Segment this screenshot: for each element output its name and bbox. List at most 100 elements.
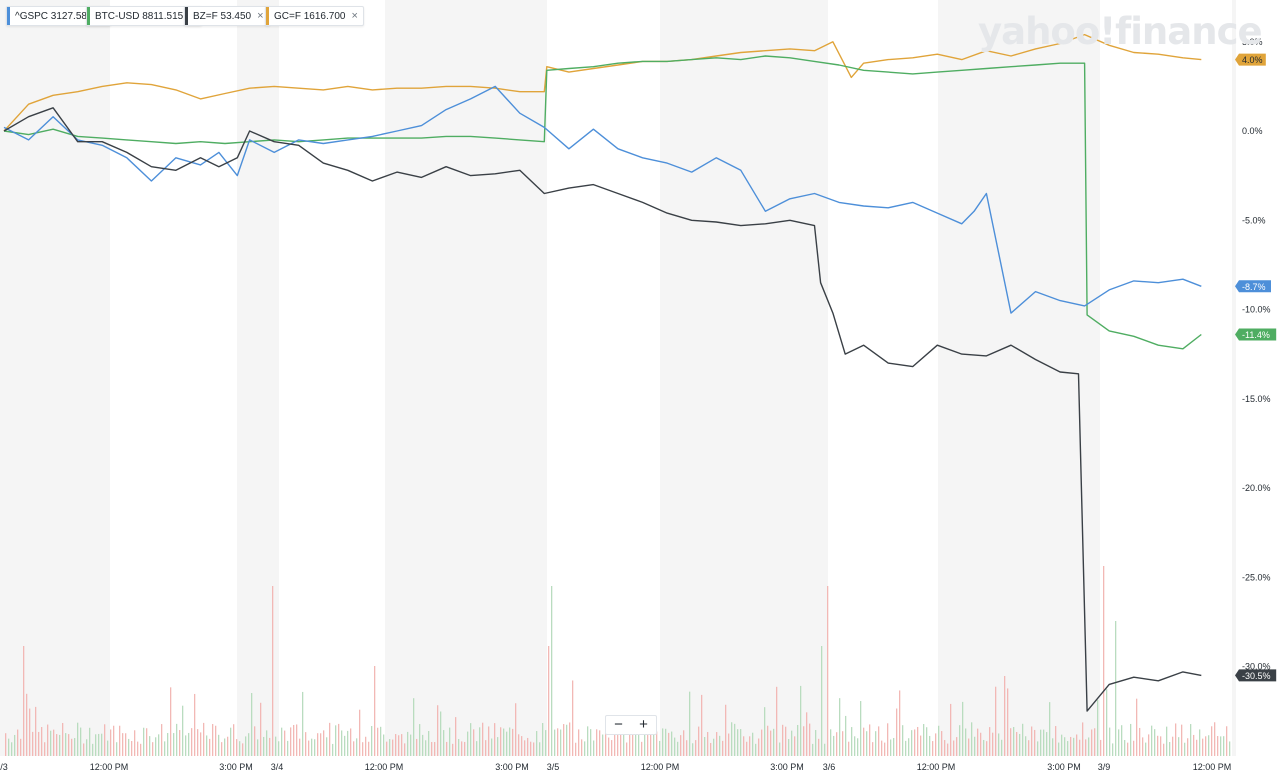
volume-bar [578, 729, 580, 756]
volume-bar [1124, 740, 1126, 756]
volume-bar [158, 734, 160, 756]
volume-bar [350, 728, 352, 756]
volume-bar [536, 731, 538, 756]
volume-bar [377, 727, 379, 756]
legend-chip-bz-f[interactable]: BZ=F 53.450 × [184, 6, 270, 26]
volume-bar [863, 727, 865, 756]
last-value-badge [1235, 328, 1277, 341]
volume-bar [230, 727, 232, 756]
volume-bar [632, 723, 634, 756]
volume-bar [419, 724, 421, 756]
volume-bar [1043, 729, 1045, 756]
volume-bar [68, 734, 70, 756]
volume-bar [1199, 729, 1201, 756]
volume-bar [929, 735, 931, 756]
volume-bar [1085, 739, 1087, 756]
volume-bar [254, 726, 256, 756]
volume-bar [1157, 735, 1159, 756]
volume-bar [401, 734, 403, 756]
volume-bar [491, 738, 493, 756]
volume-bar [1046, 732, 1048, 756]
volume-bar [245, 736, 247, 756]
volume-bar [311, 738, 313, 756]
volume-bar [101, 733, 103, 756]
volume-bar [74, 738, 76, 756]
volume-bar [1091, 729, 1093, 756]
volume-bar [665, 728, 667, 756]
volume-bar [1202, 738, 1204, 756]
volume-bar [710, 742, 712, 756]
volume-bar [149, 736, 151, 756]
volume-bar [1175, 723, 1177, 756]
yahoo-finance-logo: yahoo!finance [978, 10, 1263, 53]
volume-bar [476, 741, 478, 756]
volume-bar [521, 736, 523, 756]
volume-bar [785, 726, 787, 756]
volume-bar [365, 736, 367, 756]
volume-bar [509, 727, 511, 756]
last-value-badge [1235, 280, 1271, 293]
volume-bar [563, 724, 565, 756]
volume-bar [752, 732, 754, 756]
volume-bar [674, 737, 676, 756]
volume-bar [650, 727, 652, 756]
volume-bar [263, 736, 265, 756]
volume-bar [125, 733, 127, 756]
volume-bar [566, 724, 568, 756]
volume-bar [908, 738, 910, 756]
volume-bar [398, 735, 400, 756]
volume-bar [194, 693, 196, 756]
volume-bar [1097, 699, 1099, 756]
volume-bar [1037, 741, 1039, 756]
volume-bar [845, 715, 847, 756]
volume-bar [1205, 736, 1207, 756]
volume-bar [821, 646, 823, 756]
volume-bar [1010, 728, 1012, 756]
volume-bar [167, 733, 169, 756]
volume-bar [932, 741, 934, 756]
volume-bar [80, 727, 82, 756]
y-tick-label: 5.0% [1242, 37, 1263, 47]
volume-bar [239, 741, 241, 756]
volume-bar [1094, 728, 1096, 756]
volume-bar [392, 739, 394, 756]
volume-bar [41, 726, 43, 756]
volume-bar [1163, 743, 1165, 756]
volume-bar [227, 736, 229, 756]
volume-bar [176, 723, 178, 756]
volume-bar [689, 691, 691, 756]
volume-bar [662, 728, 664, 756]
volume-bar [608, 737, 610, 756]
zoom-in-button[interactable]: + [639, 716, 648, 733]
legend-chip-gc-f[interactable]: GC=F 1616.700 × [265, 6, 364, 26]
volume-bar [644, 723, 646, 756]
volume-bar [983, 739, 985, 756]
volume-bar [362, 742, 364, 756]
volume-bar [1181, 724, 1183, 756]
volume-bar [1022, 723, 1024, 756]
volume-bar [836, 732, 838, 756]
session-band [385, 0, 547, 756]
x-tick-label: 3:00 PM [495, 762, 529, 772]
volume-bar [233, 724, 235, 756]
volume-bar [77, 722, 79, 756]
remove-series-icon[interactable]: × [257, 10, 264, 22]
volume-bar [107, 740, 109, 756]
volume-bar [773, 728, 775, 756]
volume-bar [554, 729, 556, 756]
volume-bar [185, 735, 187, 756]
zoom-out-button[interactable]: − [614, 716, 623, 733]
session-bands [0, 0, 1236, 756]
volume-bar [950, 703, 952, 756]
volume-bar [875, 731, 877, 756]
remove-series-icon[interactable]: × [351, 10, 358, 22]
volume-bar [596, 729, 598, 756]
y-tick-label: -20.0% [1242, 483, 1271, 493]
volume-bar [344, 735, 346, 756]
series-line--gspc [3, 85, 1202, 314]
volume-bar [320, 733, 322, 756]
x-tick-label: 3:00 PM [219, 762, 253, 772]
volume-bar [272, 586, 274, 756]
volume-bar [206, 735, 208, 756]
volume-bar [797, 724, 799, 756]
